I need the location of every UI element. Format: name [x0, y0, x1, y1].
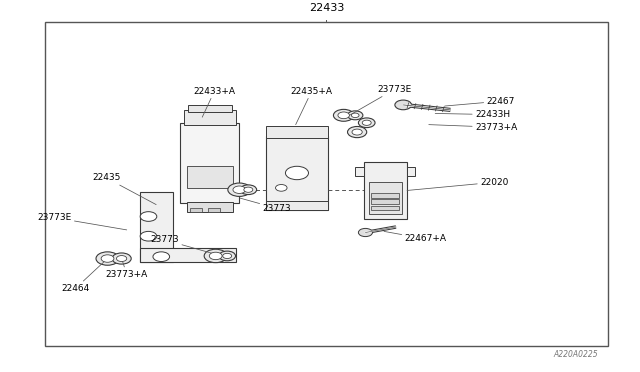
Bar: [140, 192, 173, 262]
Circle shape: [362, 120, 371, 125]
Text: 22435: 22435: [92, 173, 156, 205]
Circle shape: [140, 212, 157, 221]
Text: 23773E: 23773E: [349, 85, 412, 115]
Bar: [208, 208, 220, 212]
Circle shape: [209, 252, 222, 260]
Circle shape: [333, 109, 354, 121]
Text: 23773+A: 23773+A: [429, 123, 517, 132]
Circle shape: [219, 251, 236, 261]
Circle shape: [348, 111, 363, 120]
Circle shape: [116, 256, 127, 262]
Bar: [407, 167, 415, 176]
Bar: [45, 22, 608, 346]
Text: 22464: 22464: [61, 259, 108, 293]
Bar: [369, 182, 402, 214]
Bar: [190, 208, 202, 212]
Bar: [371, 193, 399, 198]
Circle shape: [348, 126, 367, 138]
Circle shape: [204, 249, 227, 263]
Bar: [187, 166, 233, 188]
Circle shape: [96, 252, 119, 265]
Text: 22433H: 22433H: [435, 110, 510, 119]
Text: 23773E: 23773E: [37, 213, 127, 230]
Bar: [188, 105, 232, 112]
Text: 22020: 22020: [407, 178, 508, 190]
Text: A220A0225: A220A0225: [554, 350, 598, 359]
Circle shape: [112, 253, 131, 264]
Text: 22467+A: 22467+A: [384, 231, 447, 243]
Circle shape: [233, 186, 246, 193]
Text: 23773: 23773: [150, 235, 220, 256]
Circle shape: [228, 183, 251, 196]
Circle shape: [223, 253, 232, 259]
Circle shape: [338, 112, 349, 119]
Bar: [184, 110, 236, 125]
Circle shape: [153, 252, 170, 262]
Circle shape: [244, 187, 253, 192]
Bar: [355, 167, 364, 176]
Text: 23773+A: 23773+A: [106, 259, 148, 279]
Circle shape: [240, 185, 257, 195]
Text: 22433+A: 22433+A: [193, 87, 236, 117]
Text: 22433: 22433: [308, 3, 344, 13]
Circle shape: [351, 113, 359, 118]
Bar: [180, 123, 239, 203]
Bar: [364, 162, 407, 219]
Circle shape: [140, 231, 157, 241]
Bar: [266, 126, 328, 138]
Text: 22435+A: 22435+A: [291, 87, 333, 125]
Bar: [187, 202, 233, 212]
Bar: [371, 199, 399, 204]
Bar: [266, 201, 328, 210]
Circle shape: [358, 228, 372, 237]
Circle shape: [352, 129, 362, 135]
Circle shape: [285, 166, 308, 180]
Bar: [140, 248, 236, 262]
Bar: [371, 206, 399, 210]
Bar: [266, 136, 328, 210]
Circle shape: [395, 100, 412, 110]
Text: 23773: 23773: [239, 198, 291, 213]
Text: 22467: 22467: [445, 97, 515, 106]
Circle shape: [275, 185, 287, 191]
Circle shape: [358, 118, 375, 128]
Circle shape: [101, 255, 114, 262]
